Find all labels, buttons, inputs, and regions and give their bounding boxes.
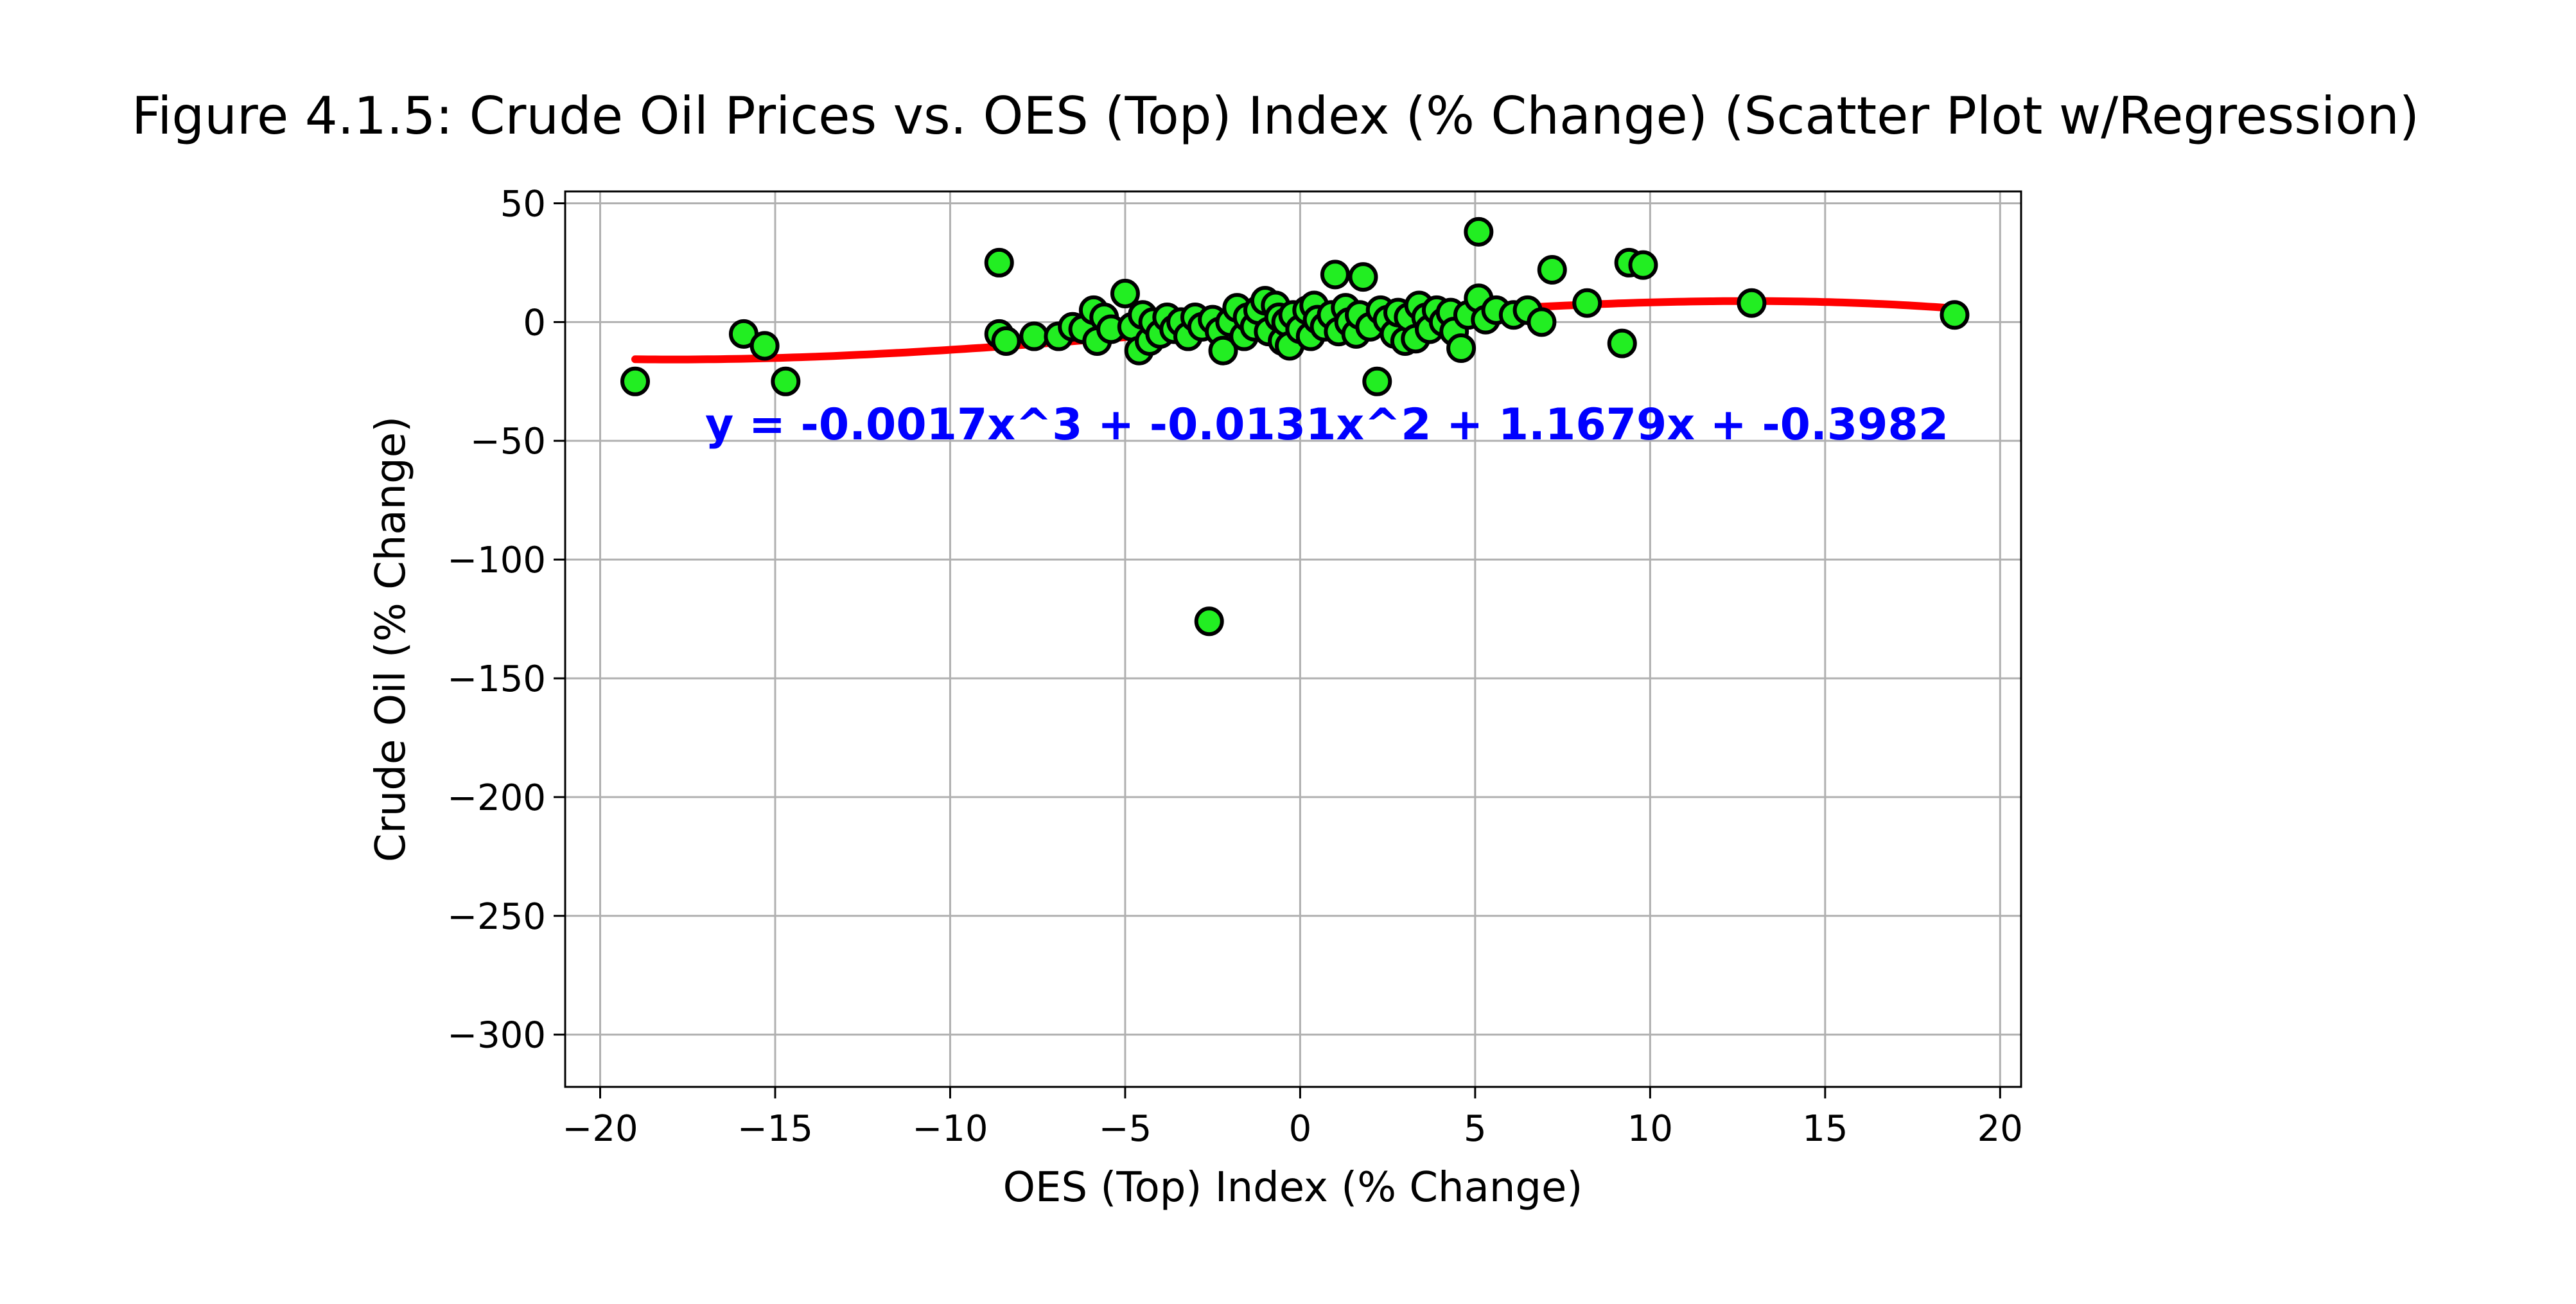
scatter-point [771, 366, 801, 396]
chart-title: Figure 4.1.5: Crude Oil Prices vs. OES (… [132, 86, 2419, 146]
scatter-point [620, 366, 650, 396]
x-tick-label: −20 [562, 1108, 638, 1150]
x-axis-ticks: −20 −15 −10 −5 0 5 10 15 20 [562, 1087, 2023, 1150]
y-axis-ticks: 50 0 −50 −100 −150 −200 −250 −300 [447, 183, 565, 1057]
y-tick-label: −200 [447, 777, 546, 819]
x-tick-label: 20 [1977, 1108, 2023, 1150]
y-tick-label: 50 [500, 183, 546, 225]
scatter-point [1607, 328, 1637, 358]
y-tick-label: −250 [447, 896, 546, 938]
x-tick-label: 5 [1464, 1108, 1487, 1150]
scatter-point [1446, 333, 1476, 364]
y-tick-label: −150 [447, 658, 546, 700]
scatter-point [1572, 288, 1602, 318]
scatter-point [1110, 278, 1140, 308]
scatter-point [1464, 216, 1494, 247]
scatter-point [1348, 262, 1378, 292]
scatter-point [1362, 366, 1392, 396]
scatter-point [1628, 250, 1658, 280]
scatter-point [749, 331, 780, 361]
scatter-point [1737, 288, 1767, 318]
x-tick-label: 10 [1627, 1108, 1673, 1150]
regression-equation: y = -0.0017x^3 + -0.0131x^2 + 1.1679x + … [705, 400, 1949, 450]
scatter-point [1940, 300, 1970, 330]
y-tick-label: −100 [447, 540, 546, 581]
y-tick-label: 0 [523, 302, 546, 344]
x-tick-label: 0 [1289, 1108, 1312, 1150]
scatter-point [1527, 307, 1557, 337]
scatter-point [1019, 321, 1049, 351]
y-axis-label: Crude Oil (% Change) [367, 416, 415, 862]
scatter-point [991, 326, 1021, 356]
scatter-point [1194, 606, 1224, 637]
data-points [620, 216, 1970, 637]
scatter-point [1537, 255, 1567, 285]
y-tick-label: −50 [470, 421, 546, 463]
scatter-point [1208, 335, 1238, 366]
x-tick-label: −15 [737, 1108, 813, 1150]
x-tick-label: −5 [1099, 1108, 1152, 1150]
x-tick-label: −10 [912, 1108, 988, 1150]
scatter-point [1320, 260, 1350, 290]
x-tick-label: 15 [1802, 1108, 1848, 1150]
y-tick-label: −300 [447, 1015, 546, 1057]
scatter-point [984, 247, 1014, 278]
plot-frame [564, 190, 2022, 1088]
x-axis-label: OES (Top) Index (% Change) [1003, 1164, 1583, 1211]
